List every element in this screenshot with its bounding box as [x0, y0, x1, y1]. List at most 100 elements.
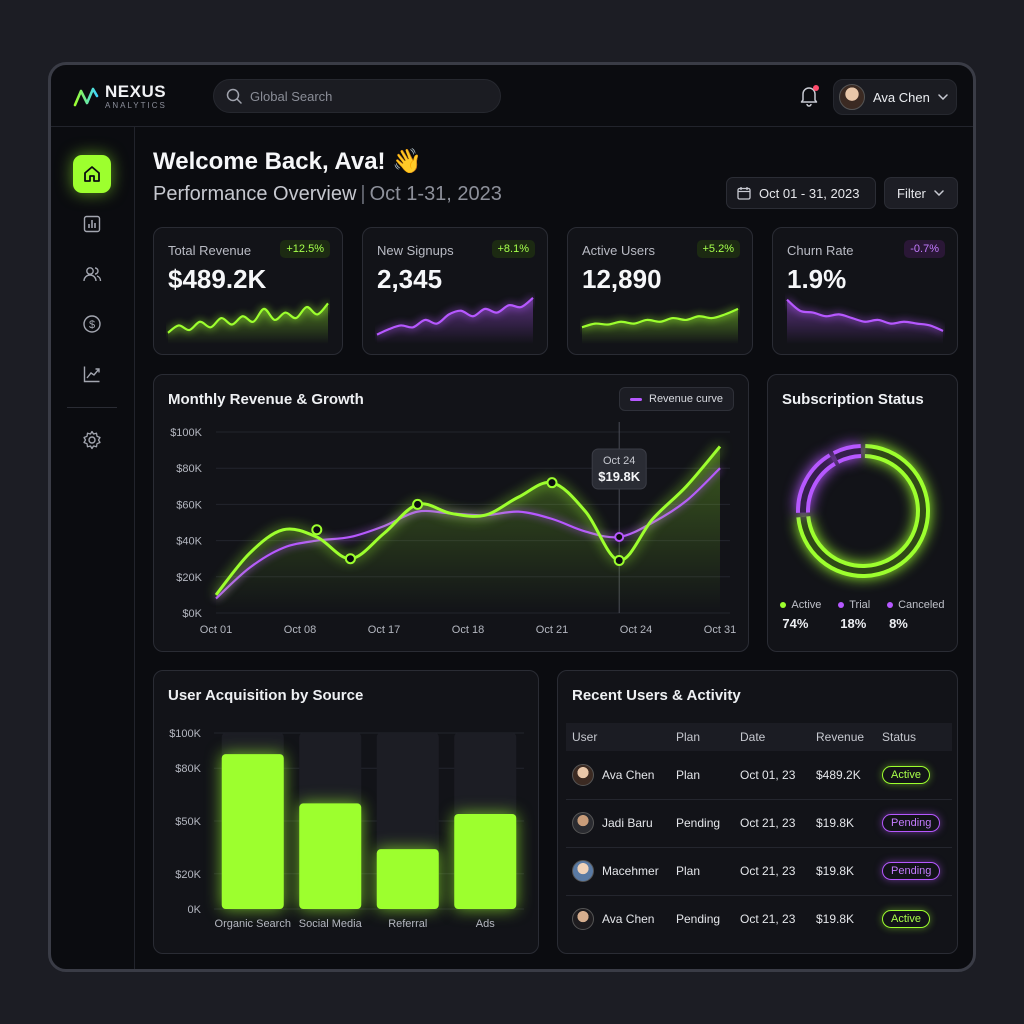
- sparkline-line: [376, 296, 534, 336]
- kpi-card-active-users[interactable]: Active Users +5.2% 12,890: [567, 227, 753, 355]
- card-title: Monthly Revenue & Growth: [168, 391, 364, 408]
- search-icon: [226, 88, 242, 104]
- kpi-value: 1.9%: [787, 264, 847, 294]
- legend-label: Canceled: [898, 599, 945, 611]
- plan-cell: Pending: [670, 799, 734, 848]
- kpi-card-revenue[interactable]: Total Revenue +12.5% $489.2K: [153, 227, 343, 355]
- data-point: [344, 553, 356, 565]
- sidebar-item-analytics[interactable]: [73, 355, 111, 393]
- legend-item-canceled: Canceled 8%: [887, 599, 945, 631]
- logo-mark-icon: [73, 87, 99, 106]
- table-row[interactable]: Macehmer Plan Oct 21, 23 $19.8K Pending: [566, 847, 952, 896]
- bar: [376, 849, 439, 909]
- sidebar-item-settings[interactable]: [73, 421, 111, 459]
- home-icon: [84, 166, 100, 182]
- date-cell: Oct 21, 23: [734, 799, 810, 848]
- subtitle-range: Oct 1-31, 2023: [369, 183, 502, 205]
- legend-label: Revenue curve: [649, 393, 723, 405]
- sparkline-area: [377, 297, 533, 344]
- tooltip-value: $19.8K: [598, 469, 641, 484]
- sparkline-area: [582, 308, 738, 344]
- user-name: Ava Chen: [602, 912, 655, 927]
- filter-button[interactable]: Filter: [884, 177, 958, 209]
- x-tick-label: Oct 24: [620, 624, 652, 636]
- kpi-card-churn[interactable]: Churn Rate -0.7% 1.9%: [772, 227, 958, 355]
- date-cell: Oct 21, 23: [734, 847, 810, 896]
- column-header-status[interactable]: Status: [882, 730, 917, 744]
- subscription-donut-chart[interactable]: [768, 415, 958, 615]
- revenue-line-chart[interactable]: $0K $20K $40K $60K $80K $100K Oct 01 Oct 08 Oct …: [154, 375, 749, 652]
- status-badge: Active: [882, 765, 930, 784]
- status-badge: Pending: [882, 862, 941, 880]
- legend-label: Active: [791, 599, 822, 611]
- sparkline: [167, 302, 329, 344]
- series-line-growth: [214, 445, 722, 596]
- date-range-button[interactable]: Oct 01 - 31, 2023: [726, 177, 876, 209]
- sidebar-item-users[interactable]: [73, 255, 111, 293]
- column-header-user[interactable]: User: [572, 730, 598, 744]
- sidebar: $: [51, 127, 135, 969]
- sparkline-line: [581, 307, 739, 329]
- notification-badge: [813, 85, 819, 91]
- kpi-card-signups[interactable]: New Signups +8.1% 2,345: [362, 227, 548, 355]
- subscription-status-card: Subscription Status Active 74% Trial 18%…: [767, 374, 958, 652]
- sidebar-item-home[interactable]: [73, 155, 111, 193]
- subtitle-text: Performance Overview: [153, 183, 357, 205]
- acquisition-bar-chart[interactable]: 0K $20K $50K $80K $100K Organic Search Social …: [154, 671, 539, 954]
- brand-logo[interactable]: NEXUS ANALYTICS: [73, 83, 167, 110]
- plan-cell: Pending: [676, 912, 721, 927]
- subtitle-divider: |: [360, 183, 366, 205]
- legend-toggle-revenue-curve[interactable]: Revenue curve: [619, 387, 734, 411]
- page-subtitle: Performance Overview | Oct 1-31, 2023: [153, 183, 502, 206]
- x-tick-label: Ads: [476, 918, 495, 930]
- y-tick-label: $20K: [175, 869, 201, 881]
- search-input[interactable]: [250, 88, 470, 104]
- status-badge: Active: [882, 910, 930, 929]
- card-title: Recent Users & Activity: [572, 687, 741, 704]
- user-menu-button[interactable]: Ava Chen: [833, 79, 957, 115]
- column-header-revenue[interactable]: Revenue: [816, 730, 865, 744]
- bar: [299, 803, 362, 909]
- column-header-date[interactable]: Date: [740, 730, 766, 744]
- table-row[interactable]: Jadi Baru Pending Oct 21, 23 $19.8K Pend…: [566, 799, 952, 848]
- avatar: [572, 860, 594, 882]
- plan-cell: Plan: [670, 847, 734, 896]
- kpi-value: $489.2K: [168, 264, 267, 294]
- data-point: [614, 531, 625, 542]
- kpi-change-badge: +8.1%: [491, 240, 535, 258]
- donut-segment-inner: [800, 456, 834, 513]
- donut-segment-inner: [834, 448, 862, 461]
- chevron-down-icon: [938, 94, 948, 100]
- recent-users-table: User Plan Date Revenue Status Ava Chen P…: [566, 723, 952, 943]
- table-row[interactable]: Ava Chen Pending Oct 21, 23 $19.8K Activ…: [566, 895, 952, 943]
- filter-label: Filter: [897, 185, 926, 201]
- kpi-label: Active Users: [582, 243, 655, 258]
- page-title: Welcome Back, Ava! 👋: [153, 148, 423, 175]
- brand-subtitle: ANALYTICS: [105, 101, 167, 110]
- sidebar-item-reports[interactable]: [73, 205, 111, 243]
- chevron-down-icon: [934, 190, 944, 196]
- global-search[interactable]: [213, 79, 501, 113]
- sparkline-line: [167, 302, 329, 334]
- sidebar-item-billing[interactable]: $: [73, 305, 111, 343]
- top-bar: NEXUS ANALYTICS Ava Chen: [51, 65, 973, 127]
- bar-chart-icon: [83, 215, 101, 233]
- x-tick-label: Oct 21: [536, 624, 568, 636]
- x-tick-label: Oct 31: [704, 624, 736, 636]
- status-badge: Pending: [882, 814, 941, 832]
- app-window: NEXUS ANALYTICS Ava Chen $: [48, 62, 976, 972]
- x-tick-label: Oct 01: [200, 624, 232, 636]
- revenue-cell: $19.8K: [810, 799, 876, 848]
- x-tick-label: Oct 18: [452, 624, 484, 636]
- y-tick-label: $50K: [175, 816, 201, 828]
- legend-label: Trial: [849, 599, 871, 611]
- table-row[interactable]: Ava Chen Plan Oct 01, 23 $489.2K Active: [566, 751, 952, 800]
- legend-swatch: [630, 397, 642, 401]
- avatar: [572, 812, 594, 834]
- data-point: [613, 555, 625, 567]
- svg-text:$: $: [89, 319, 95, 331]
- column-header-plan[interactable]: Plan: [676, 730, 701, 744]
- notifications-button[interactable]: [799, 85, 819, 107]
- sparkline: [786, 298, 944, 344]
- bar: [454, 813, 517, 909]
